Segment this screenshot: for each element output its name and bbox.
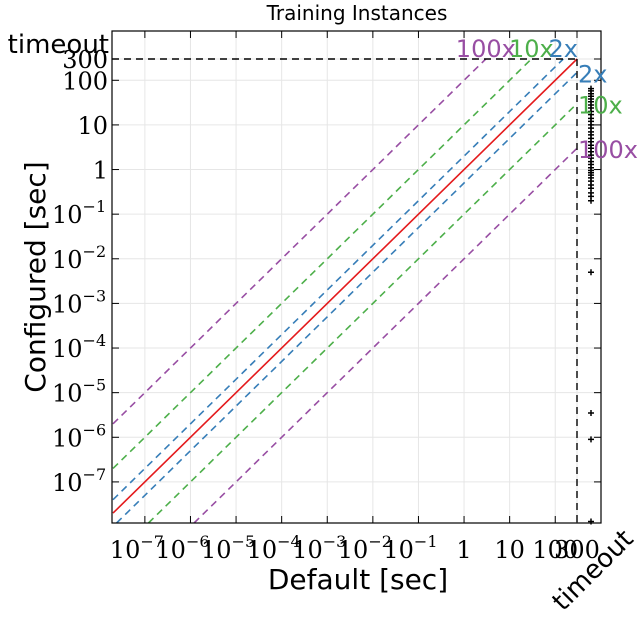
data-point [588, 269, 594, 276]
x-tick-label: 300 [554, 536, 600, 564]
reference-lines [112, 58, 578, 524]
y-tick-label: 100 [62, 67, 108, 95]
x-axis-label: Default [sec] [268, 563, 448, 596]
ref-line-label-100x: 100x [578, 136, 638, 164]
x-tick-label: 10 [494, 536, 525, 564]
y-tick-label: 10−3 [52, 286, 106, 318]
data-point [588, 436, 594, 443]
x-tick-exponent: −5 [232, 532, 256, 551]
ref-line-label-10x: 10x [509, 35, 554, 63]
x-tick-exponent: −6 [186, 532, 210, 551]
y-tick-exponent: −1 [83, 197, 107, 216]
reference-line-2x [116, 71, 578, 524]
y-tick-exponent: −7 [83, 465, 107, 484]
x-tick-label: 100 [532, 536, 578, 564]
axis-ticks: 10−710−610−510−410−310−210−1 1 10 10030010−… [52, 31, 601, 564]
reference-line-100x [112, 58, 487, 425]
y-axis-label: Configured [sec] [19, 161, 52, 392]
chart-title: Training Instances [266, 1, 448, 25]
y-tick-label: 10−7 [52, 465, 106, 497]
reference-line-100x [193, 147, 578, 524]
x-tick-exponent: −2 [368, 532, 392, 551]
y-tick-exponent: −2 [83, 242, 107, 261]
y-tick-label: 10 [77, 112, 108, 140]
x-tick-label: 10−3 [292, 532, 346, 564]
y-tick-exponent: −4 [83, 331, 107, 350]
identity-line [112, 58, 578, 514]
ref-line-label-10x: 10x [578, 92, 623, 120]
y-tick-label: 10−5 [52, 376, 106, 408]
grid-lines [112, 31, 601, 523]
y-tick-label: 10−6 [52, 420, 106, 452]
plot-frame [111, 30, 602, 524]
data-point [588, 410, 594, 417]
reference-line-10x [112, 58, 532, 470]
x-tick-label: 10−1 [383, 532, 437, 564]
y-tick-label: 10−4 [52, 331, 106, 363]
ref-line-label-2x: 2x [578, 60, 607, 88]
reference-line-2x [112, 58, 564, 501]
y-tick-label: 1 [93, 157, 108, 185]
ref-line-label-100x: 100x [456, 35, 516, 63]
y-tick-label: 10−1 [52, 197, 106, 229]
timeout-lines [112, 58, 578, 523]
y-tick-label: 10−2 [52, 242, 106, 274]
x-tick-exponent: −3 [323, 532, 347, 551]
x-tick-exponent: −4 [277, 532, 301, 551]
ref-line-label-2x: 2x [549, 35, 578, 63]
y-tick-exponent: −5 [83, 376, 107, 395]
x-tick-exponent: −7 [140, 532, 164, 551]
x-tick-label: 1 [456, 536, 471, 564]
x-tick-exponent: −1 [414, 532, 438, 551]
y-tick-exponent: −3 [83, 286, 107, 305]
y-tick-exponent: −6 [83, 420, 107, 439]
reference-line-10x [147, 103, 578, 524]
x-tick-label: 10−7 [110, 532, 164, 564]
data-points [588, 85, 594, 525]
y-timeout-label: timeout [8, 30, 109, 60]
data-point [588, 197, 594, 204]
y-tick-label: 300 [62, 46, 108, 74]
